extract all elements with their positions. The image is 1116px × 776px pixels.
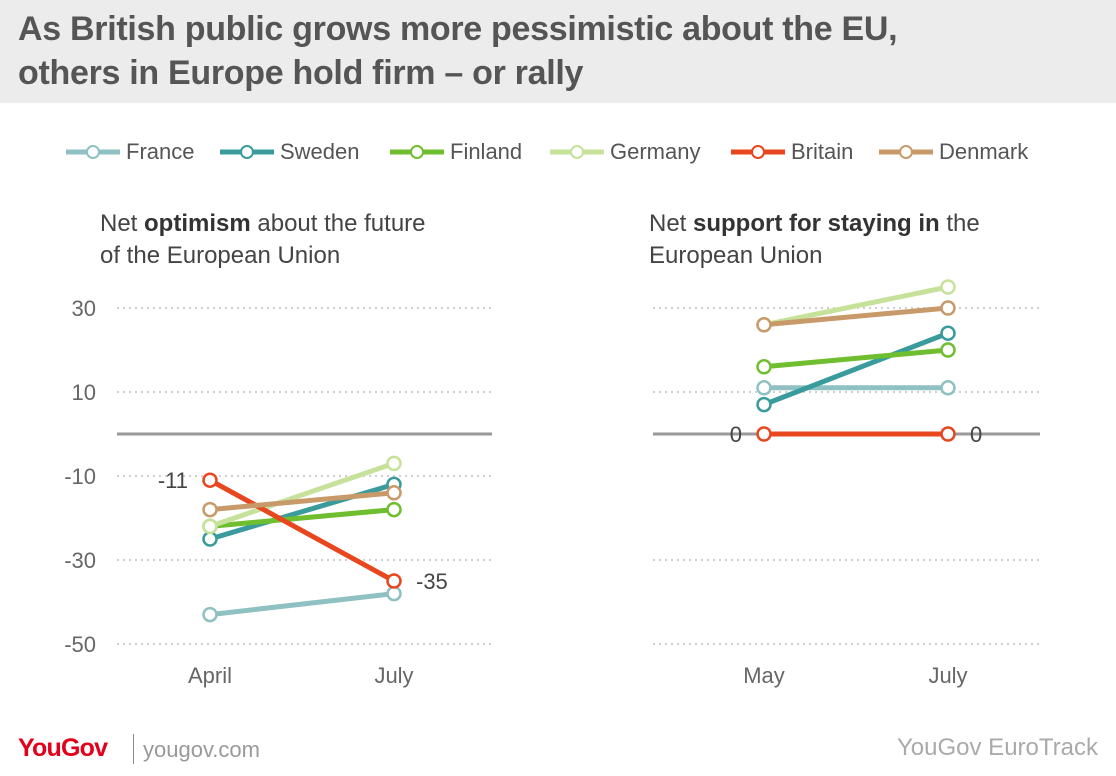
right-panel-title-post: the bbox=[939, 210, 980, 237]
right-data-label: 0 bbox=[730, 422, 742, 447]
right-series-line-finland bbox=[761, 347, 951, 370]
right-data-point-britain bbox=[940, 426, 956, 442]
right-series-line-germany bbox=[761, 284, 951, 328]
left-data-point-britain bbox=[386, 573, 402, 589]
left-panel-title-pre: Net bbox=[100, 210, 145, 237]
left-data-point-sweden bbox=[202, 531, 218, 547]
left-panel-title-line-2: of the European Union bbox=[100, 242, 341, 269]
legend-label: Denmark bbox=[939, 139, 1029, 164]
right-panel-title: Net support for staying in the European … bbox=[649, 208, 980, 272]
legend-label: France bbox=[126, 139, 195, 164]
left-y-tick-label: 10 bbox=[72, 380, 96, 405]
left-x-tick-label: April bbox=[188, 663, 232, 688]
left-data-point-france bbox=[386, 585, 402, 602]
left-y-tick-label: -30 bbox=[64, 548, 96, 573]
left-panel-title: Net optimism about the future of the Eur… bbox=[100, 208, 426, 272]
left-y-tick-label: 30 bbox=[72, 296, 96, 321]
left-y-tick-label: -10 bbox=[64, 464, 96, 489]
footer-divider bbox=[133, 734, 134, 764]
right-data-label: 0 bbox=[970, 422, 982, 447]
left-data-point-france bbox=[202, 606, 218, 623]
right-data-point-britain bbox=[756, 426, 772, 442]
right-data-point-france bbox=[940, 380, 956, 396]
left-data-label: -11 bbox=[158, 468, 188, 493]
left-data-point-germany bbox=[386, 455, 402, 472]
left-series-line-britain bbox=[207, 477, 397, 584]
left-series-line-germany bbox=[207, 460, 397, 529]
footer-source: YouGov EuroTrack bbox=[897, 734, 1098, 761]
right-data-point-france bbox=[756, 380, 772, 396]
left-data-point-denmark bbox=[202, 501, 218, 518]
right-panel-title-pre: Net bbox=[649, 210, 694, 237]
legend-label: Britain bbox=[791, 139, 854, 164]
left-panel-title-post: about the future bbox=[250, 210, 426, 237]
right-series-line-denmark bbox=[761, 305, 951, 328]
right-data-point-finland bbox=[756, 359, 772, 375]
right-x-tick-label: May bbox=[743, 663, 785, 688]
footer-url: yougov.com bbox=[143, 737, 260, 762]
right-data-point-germany bbox=[940, 279, 956, 295]
right-panel-title-line-2: European Union bbox=[649, 242, 823, 269]
left-y-tick-label: -50 bbox=[64, 632, 96, 657]
legend-label: Sweden bbox=[280, 139, 360, 164]
right-data-point-sweden bbox=[940, 325, 956, 341]
left-series-line-finland bbox=[207, 507, 397, 529]
legend-label: Germany bbox=[610, 139, 701, 164]
right-panel-title-bold: support for staying in bbox=[693, 210, 940, 237]
left-data-label: -35 bbox=[416, 569, 448, 594]
right-data-point-finland bbox=[940, 342, 956, 358]
right-x-tick-label: July bbox=[928, 663, 967, 688]
right-data-point-denmark bbox=[940, 300, 956, 316]
yougov-logo: YouGov bbox=[18, 734, 108, 762]
left-series-line-france bbox=[207, 591, 397, 618]
left-data-point-denmark bbox=[386, 485, 402, 501]
chart-title-line-1: As British public grows more pessimistic… bbox=[18, 10, 898, 48]
right-data-point-sweden bbox=[756, 396, 772, 413]
right-data-point-denmark bbox=[756, 317, 772, 333]
title-band: As British public grows more pessimistic… bbox=[0, 0, 1116, 103]
left-data-point-germany bbox=[202, 518, 218, 535]
right-series-line-sweden bbox=[761, 330, 951, 408]
chart-title-line-2: others in Europe hold firm – or rally bbox=[18, 54, 584, 92]
legend-label: Finland bbox=[450, 139, 523, 164]
left-data-point-britain bbox=[202, 472, 218, 488]
left-series-line-denmark bbox=[207, 490, 397, 513]
left-x-tick-label: July bbox=[374, 663, 413, 688]
left-panel-title-bold: optimism bbox=[144, 210, 251, 237]
left-data-point-finland bbox=[386, 501, 402, 518]
